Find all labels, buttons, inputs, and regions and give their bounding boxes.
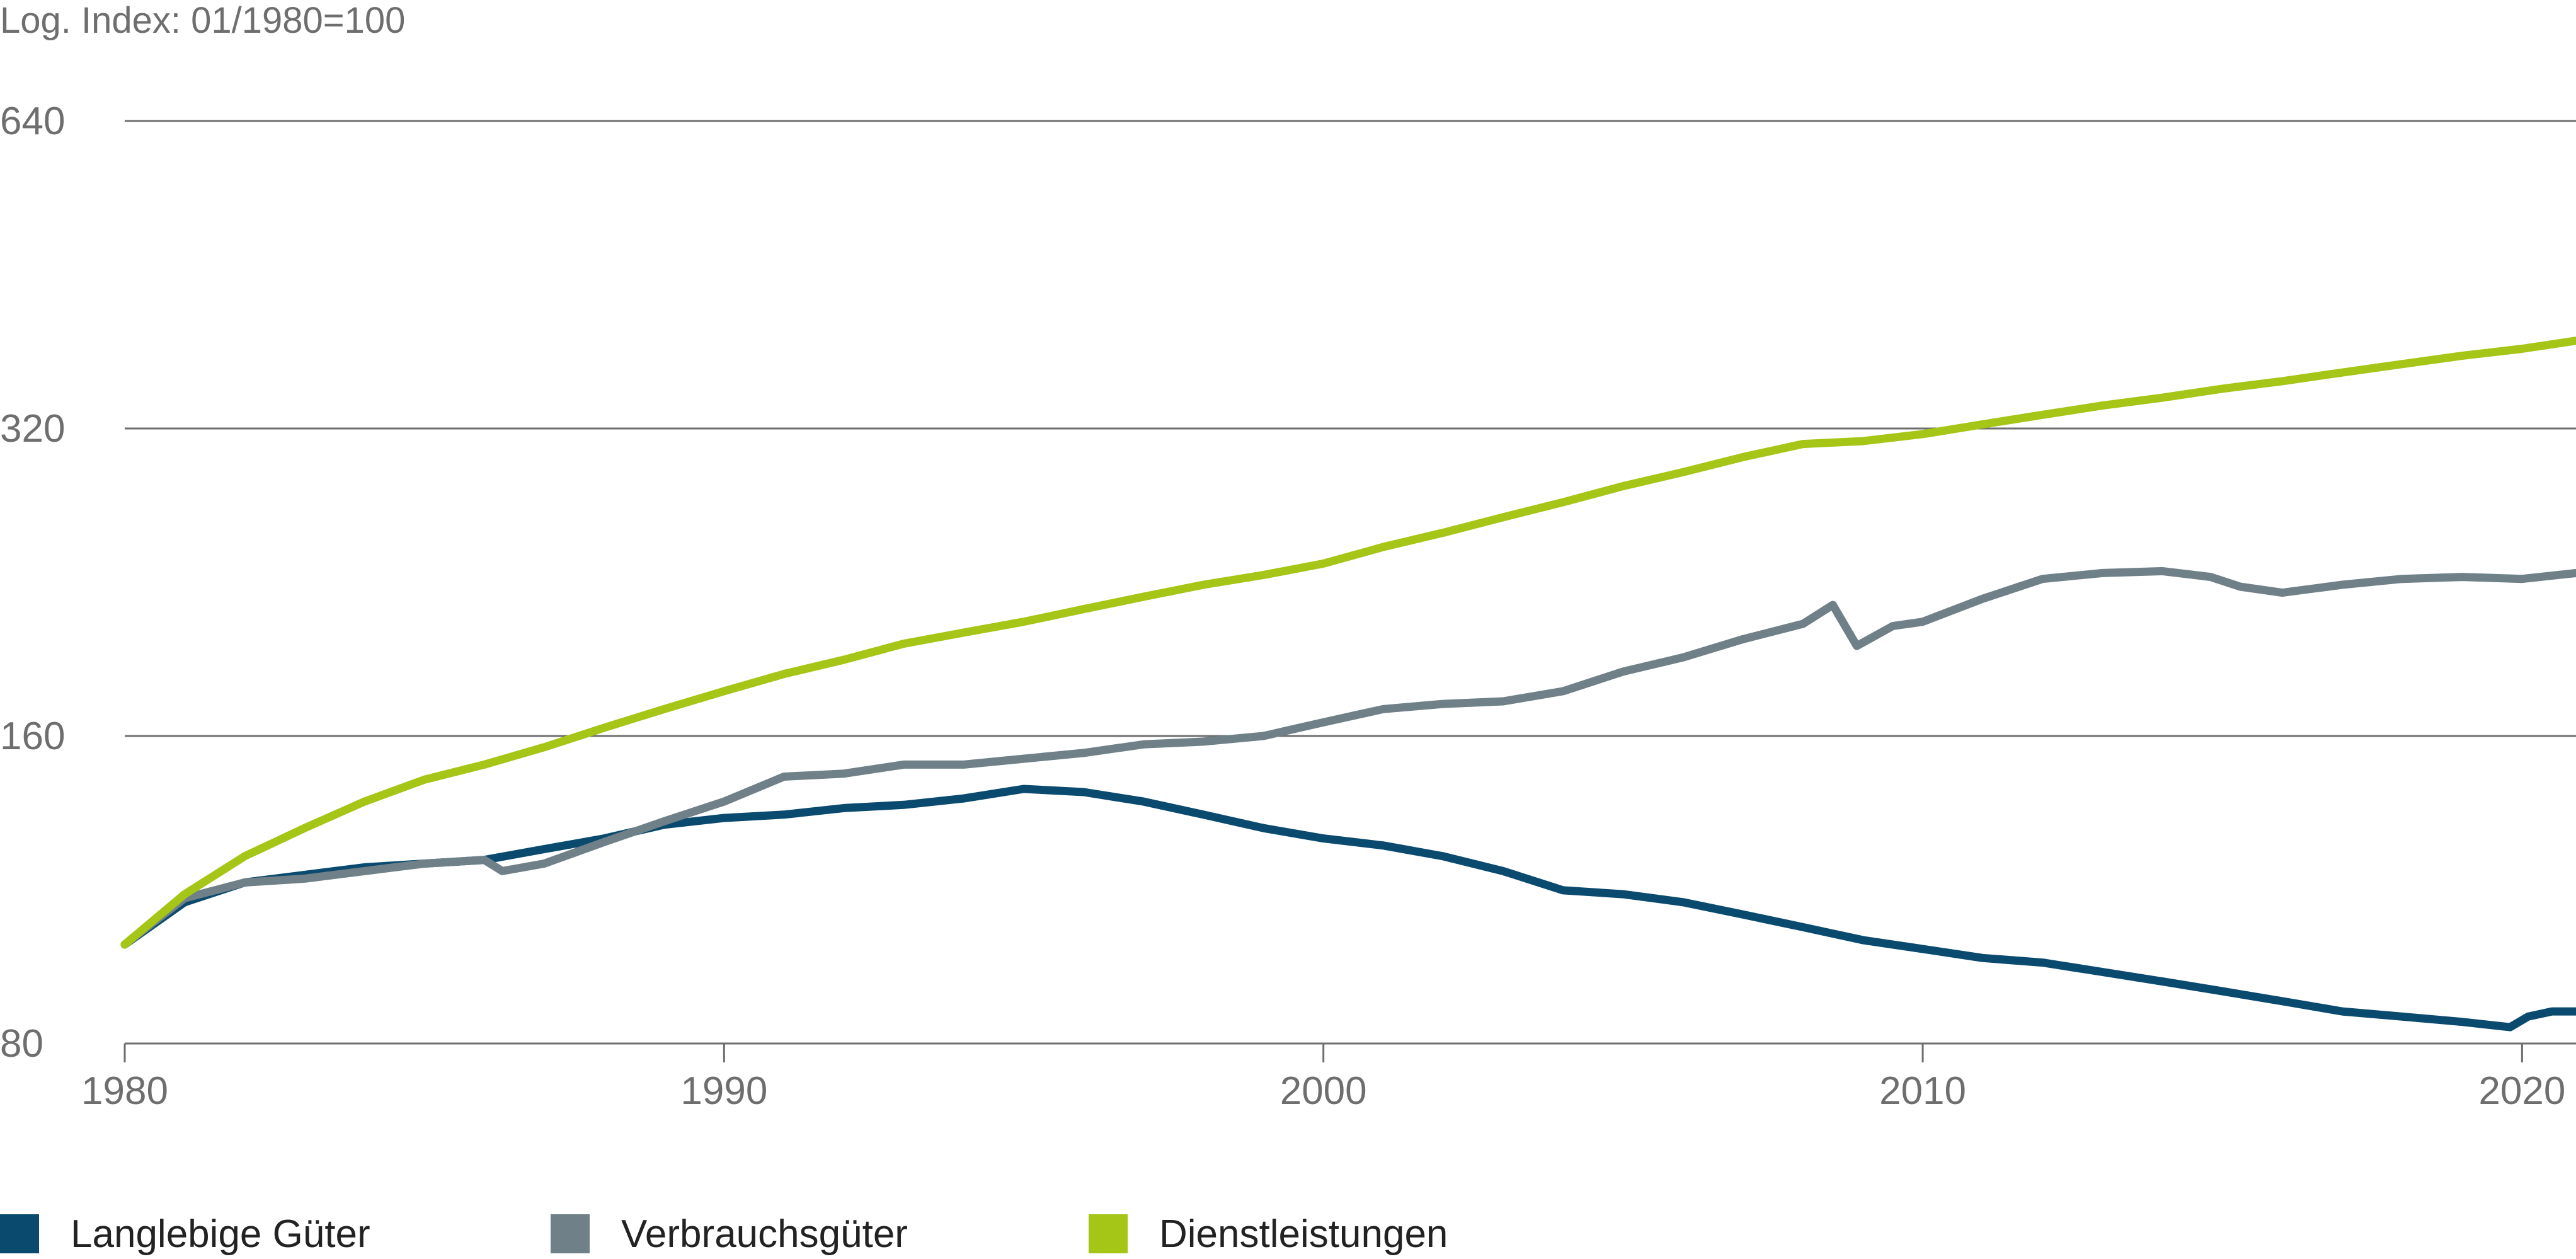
series-lines (120, 336, 2576, 1032)
x-tick-2000: 2000 (1280, 1069, 1367, 1113)
legend-label-langlebige-gueter: Langlebige Güter (71, 1212, 370, 1256)
legend-swatch-verbrauchsgueter (551, 1214, 590, 1253)
x-tick-2020: 2020 (2478, 1069, 2565, 1113)
legend-label-verbrauchsgueter: Verbrauchsgüter (621, 1212, 908, 1256)
gridlines (125, 120, 2576, 737)
y-tick-160: 160 (0, 715, 65, 758)
legend-swatch-dienstleistungen (1089, 1214, 1128, 1253)
legend-item-langlebige-gueter: Langlebige Güter (0, 1209, 370, 1259)
legend-item-dienstleistungen: Dienstleistungen (1089, 1209, 1448, 1259)
y-tick-320: 320 (0, 407, 65, 451)
series-line-1 (120, 566, 2576, 949)
x-tick-1980: 1980 (81, 1069, 168, 1113)
x-tick-1990: 1990 (680, 1069, 767, 1113)
y-axis-title: Log. Index: 01/1980=100 (0, 0, 405, 41)
x-axis: 1980 1990 2000 2010 2020 (81, 1042, 2576, 1113)
x-tick-2010: 2010 (1879, 1069, 1966, 1113)
legend: Langlebige Güter Verbrauchsgüter Dienstl… (0, 1209, 2576, 1259)
series-line-2 (120, 336, 2576, 949)
y-tick-640: 640 (0, 100, 65, 143)
y-tick-80: 80 (0, 1022, 43, 1066)
legend-swatch-langlebige-gueter (0, 1214, 39, 1253)
y-tick-labels: 640 320 160 80 (0, 100, 65, 1066)
legend-label-dienstleistungen: Dienstleistungen (1159, 1212, 1448, 1256)
series-line-0 (120, 785, 2576, 1032)
legend-item-verbrauchsgueter: Verbrauchsgüter (551, 1209, 908, 1259)
